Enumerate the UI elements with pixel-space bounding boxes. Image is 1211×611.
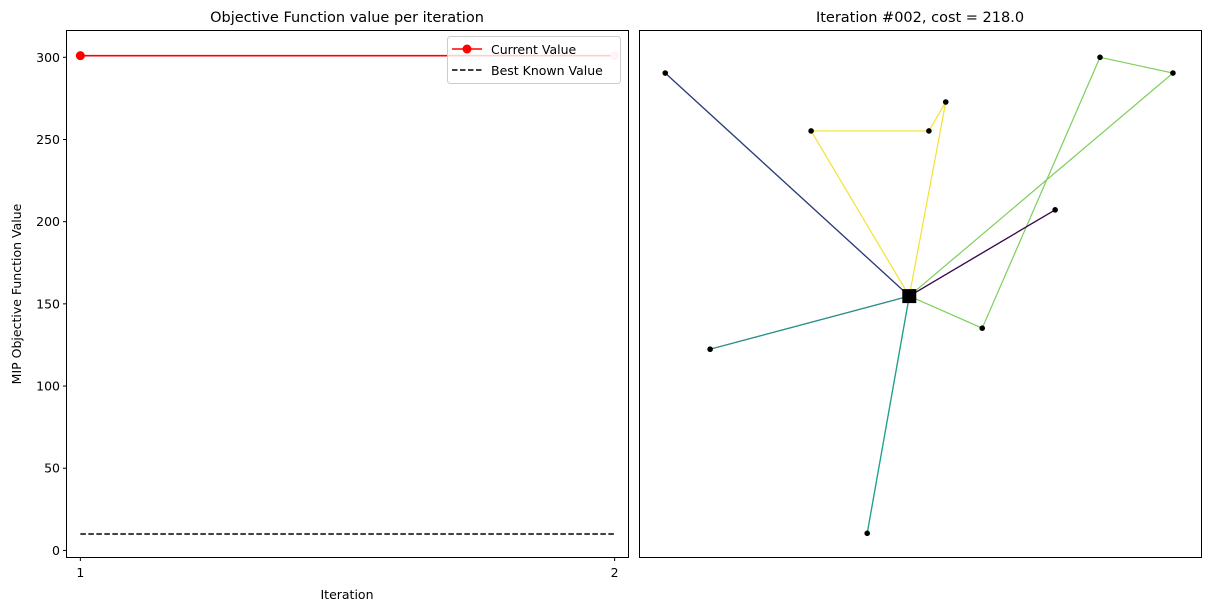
route-edge — [908, 209, 1056, 297]
route-edge — [909, 295, 983, 329]
customer-node — [1052, 207, 1058, 213]
left-y-ticks: 0 50 100 150 200 250 300 — [36, 50, 67, 558]
left-series — [75, 51, 620, 535]
legend-best-label: Best Known Value — [491, 63, 603, 78]
y-tick-label: 250 — [36, 132, 60, 147]
x-tick-label: 1 — [76, 565, 84, 580]
customer-node — [1170, 70, 1176, 76]
route-edge — [1099, 56, 1174, 74]
left-y-axis-label: MIP Objective Function Value — [9, 203, 24, 384]
x-tick-label: 2 — [611, 565, 619, 580]
route-edge — [664, 72, 910, 297]
left-chart-title: Objective Function value per iteration — [210, 10, 484, 26]
customer-node — [864, 530, 871, 537]
legend-current-label: Current Value — [491, 42, 577, 57]
legend-current-marker — [462, 44, 472, 54]
depot-marker — [902, 289, 917, 304]
right-axes-frame — [639, 30, 1202, 558]
customer-nodes — [662, 54, 1176, 537]
y-tick-label: 200 — [36, 214, 60, 229]
route-edge — [981, 57, 1101, 329]
route-edge — [928, 101, 947, 132]
legend: Current Value Best Known Value — [447, 36, 621, 84]
customer-node — [1097, 54, 1103, 61]
route-edge — [709, 295, 910, 350]
y-tick-label: 150 — [36, 296, 60, 311]
route-edge — [866, 295, 910, 534]
y-tick-label: 50 — [44, 461, 60, 476]
route-edge — [810, 130, 910, 297]
y-tick-label: 100 — [36, 379, 60, 394]
customer-node — [942, 99, 949, 105]
route-edge — [908, 72, 1174, 297]
legend-box — [447, 36, 621, 84]
left-axes-frame — [66, 30, 629, 558]
y-tick-label: 300 — [36, 50, 60, 65]
route-chart: Iteration #002, cost = 218.0 — [639, 10, 1202, 558]
customer-node — [808, 128, 814, 134]
route-edges — [664, 56, 1174, 534]
customer-node — [662, 70, 669, 76]
right-chart-title: Iteration #002, cost = 218.0 — [816, 10, 1024, 26]
current-value-point — [75, 51, 85, 61]
route-edge — [908, 101, 947, 297]
y-tick-label: 0 — [52, 543, 60, 558]
customer-node — [979, 325, 986, 331]
customer-node — [926, 128, 932, 134]
customer-node — [707, 346, 713, 353]
objective-chart: Objective Function value per iteration 0… — [9, 10, 629, 602]
depot — [902, 289, 917, 304]
left-x-axis-label: Iteration — [320, 587, 373, 602]
